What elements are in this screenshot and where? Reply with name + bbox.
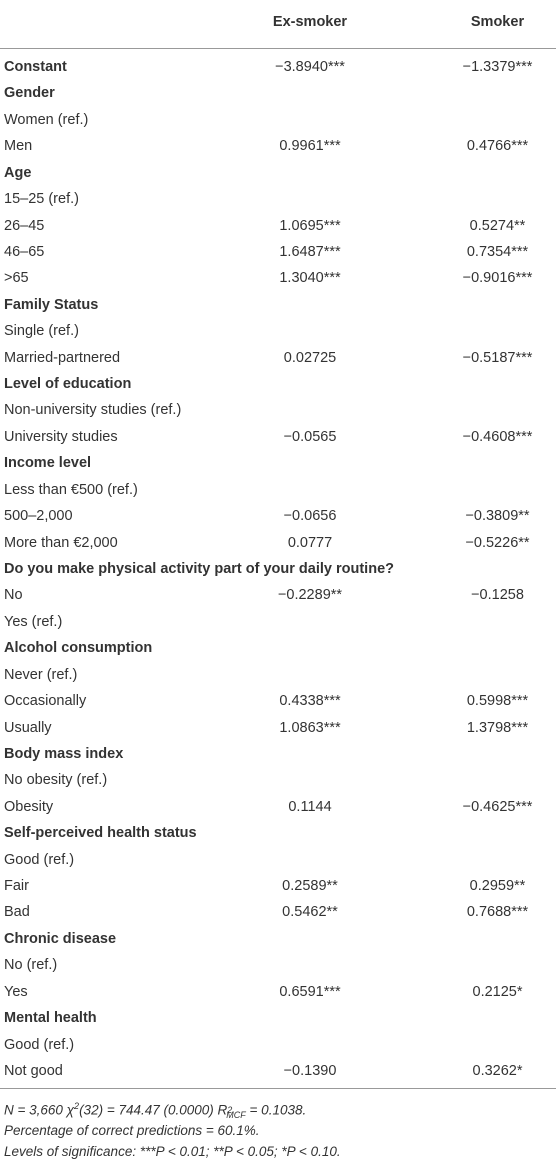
note: Levels of significance: ***P < 0.01; **P… (4, 1144, 341, 1159)
row-heading: Self-perceived health status (4, 825, 197, 842)
row-heading: Income level (4, 455, 92, 472)
cell-value: 0.1144 (288, 798, 332, 815)
note: Percentage of correct predictions = 60.1… (4, 1123, 260, 1138)
row-heading: Chronic disease (4, 930, 117, 947)
row-heading: Alcohol consumption (4, 640, 153, 657)
note-sub: MCF (226, 1110, 246, 1121)
row-heading: Gender (4, 85, 55, 102)
note: N = 3,660 χ2(32) = 744.47 (0.0000) R2MCF… (4, 1101, 306, 1120)
row-label: Yes (ref.) (4, 613, 63, 630)
row-label: Good (ref.) (4, 1036, 75, 1053)
row-label: Good (ref.) (4, 851, 75, 868)
row-label: No (ref.) (4, 957, 58, 974)
cell-value: 0.5998*** (466, 693, 529, 710)
row-label: Fair (4, 878, 29, 895)
cell-value: 1.0863*** (279, 719, 341, 736)
cell-value: −0.2289** (277, 587, 343, 604)
row-label: Men (4, 138, 33, 155)
note-text: Percentage of correct predictions = 60.1… (4, 1123, 260, 1138)
note-text: (32) = 744.47 (0.0000) R (79, 1102, 228, 1118)
row-label: Less than €500 (ref.) (4, 481, 138, 498)
row-heading: Family Status (4, 296, 99, 313)
note-sup: 2 (74, 1101, 80, 1111)
table-bottom-rule (0, 1088, 556, 1089)
row-label: 26–45 (4, 217, 45, 234)
row-label: Usually (4, 719, 52, 736)
column-header: Smoker (470, 14, 525, 30)
cell-value: 0.2589** (282, 878, 338, 895)
cell-value: −0.4608*** (462, 428, 533, 445)
cell-value: 0.9961*** (279, 138, 341, 155)
cell-value: 0.4338*** (279, 693, 341, 710)
cell-value: −0.9016*** (462, 270, 533, 287)
row-label: Not good (4, 1062, 63, 1079)
cell-value: −0.4625*** (462, 798, 533, 815)
cell-value: 0.4766*** (466, 138, 529, 155)
row-heading: Age (4, 164, 32, 181)
row-label: Occasionally (4, 693, 87, 710)
cell-value: 0.5274** (469, 217, 526, 234)
note-text: Levels of significance: ***P < 0.01; **P… (4, 1144, 341, 1159)
row-label: Yes (4, 983, 28, 1000)
row-label: University studies (4, 428, 118, 445)
cell-value: −0.0565 (283, 428, 337, 445)
cell-value: −3.8940*** (275, 59, 345, 75)
row-label: Never (ref.) (4, 666, 78, 683)
row-label: No obesity (ref.) (4, 772, 108, 789)
cell-value: 0.3262* (472, 1062, 523, 1079)
row-heading: Mental health (4, 1010, 97, 1027)
row-label: Obesity (4, 798, 54, 815)
cell-value: 0.2125* (472, 983, 523, 1000)
row-heading: Do you make physical activity part of yo… (4, 560, 394, 577)
note-text: = 0.1038. (245, 1102, 307, 1118)
cell-value: 1.3798*** (466, 719, 529, 736)
row-label: Non-university studies (ref.) (4, 402, 182, 419)
header-rule (0, 48, 556, 49)
row-label: Bad (4, 904, 30, 921)
cell-value: −0.5187*** (462, 349, 533, 366)
row-label: 15–25 (ref.) (4, 191, 79, 208)
note-sup: 2 (227, 1104, 233, 1115)
cell-value: 1.3040*** (279, 270, 341, 287)
row-label: Married-partnered (4, 349, 121, 366)
row-label: Women (ref.) (4, 111, 89, 128)
row-label: Single (ref.) (4, 323, 79, 340)
cell-value: 0.7688*** (466, 904, 529, 921)
cell-value: 0.7354*** (466, 243, 529, 260)
cell-value: −0.1258 (471, 587, 524, 604)
row-heading: Constant (4, 59, 67, 75)
cell-value: 1.6487*** (279, 243, 341, 260)
cell-value: 0.02725 (283, 349, 337, 366)
column-header: Ex-smoker (272, 14, 348, 30)
cell-value: −0.5226** (465, 534, 530, 551)
row-label: 500–2,000 (4, 508, 73, 525)
row-label: 46–65 (4, 243, 45, 260)
note-text: N = 3,660 χ (4, 1102, 75, 1118)
cell-value: 0.2959** (469, 878, 526, 895)
row-label: No (4, 587, 23, 604)
row-label: More than €2,000 (4, 534, 118, 551)
row-label: >65 (4, 270, 29, 287)
cell-value: −1.3379*** (462, 59, 533, 75)
cell-value: 0.0777 (287, 534, 333, 551)
row-heading: Body mass index (4, 745, 124, 762)
cell-value: 0.6591*** (279, 983, 341, 1000)
cell-value: 1.0695*** (279, 217, 341, 234)
cell-value: 0.5462** (282, 904, 338, 921)
cell-value: −0.0656 (283, 508, 337, 525)
cell-value: −0.1390 (283, 1062, 337, 1079)
cell-value: −0.3809** (465, 508, 530, 525)
row-heading: Level of education (4, 376, 132, 393)
